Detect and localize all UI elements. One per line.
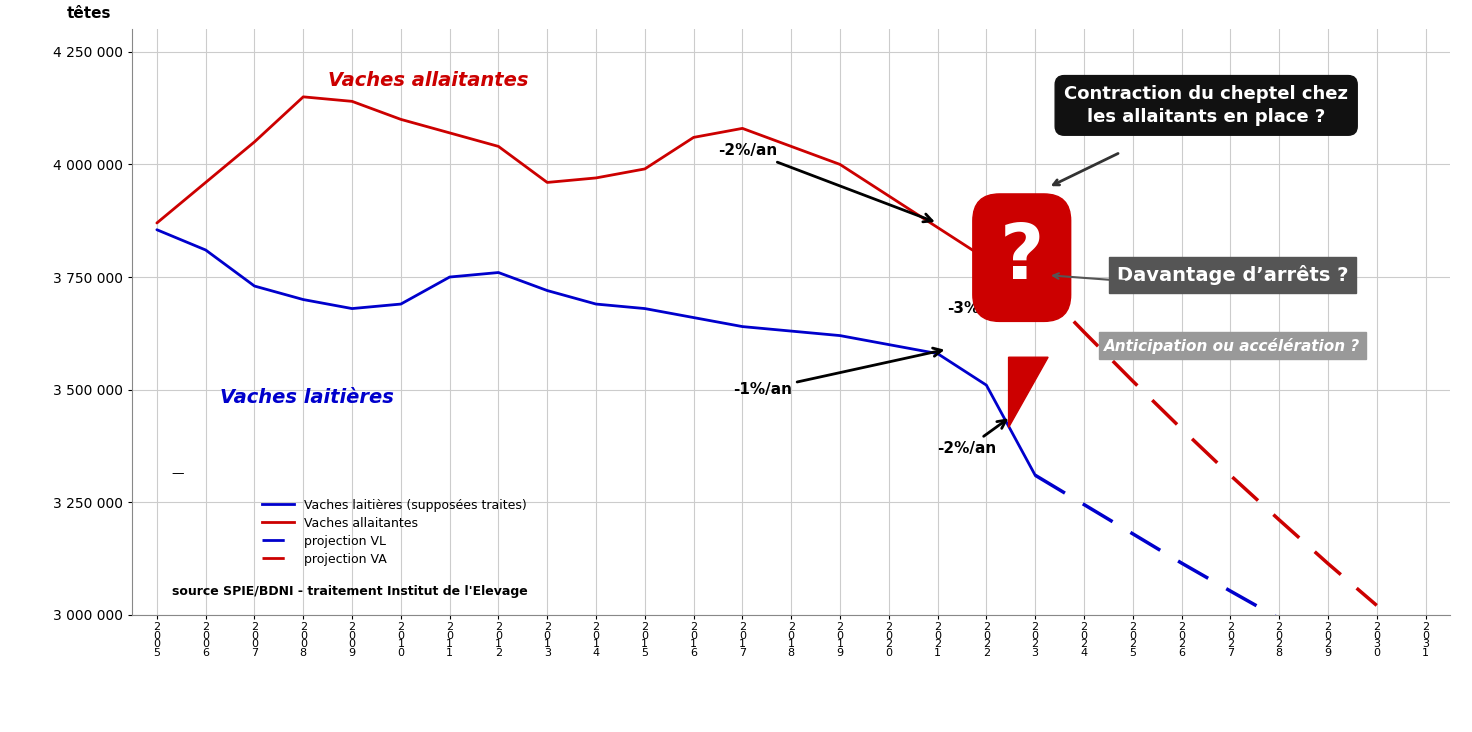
Text: -2%/an: -2%/an <box>938 420 1005 456</box>
Text: têtes: têtes <box>66 6 110 20</box>
Text: Vaches laitières: Vaches laitières <box>221 388 394 407</box>
Text: Anticipation ou accélération ?: Anticipation ou accélération ? <box>1104 337 1360 354</box>
Text: Vaches allaitantes: Vaches allaitantes <box>328 70 528 89</box>
Text: -3%: -3% <box>948 288 1005 316</box>
Legend: Vaches laitières (supposées traites), Vaches allaitantes, projection VL, project: Vaches laitières (supposées traites), Va… <box>258 493 531 570</box>
Text: —: — <box>172 468 184 480</box>
Text: Davantage d’arrêts ?: Davantage d’arrêts ? <box>1117 265 1348 285</box>
Text: -1%/an: -1%/an <box>733 348 942 397</box>
Text: ?: ? <box>999 220 1044 295</box>
Text: -2%/an: -2%/an <box>718 143 932 222</box>
Text: source SPIE/BDNI - traitement Institut de l'Elevage: source SPIE/BDNI - traitement Institut d… <box>172 585 527 597</box>
Polygon shape <box>1008 357 1048 427</box>
Text: Contraction du cheptel chez
les allaitants en place ?: Contraction du cheptel chez les allaitan… <box>1064 85 1348 126</box>
